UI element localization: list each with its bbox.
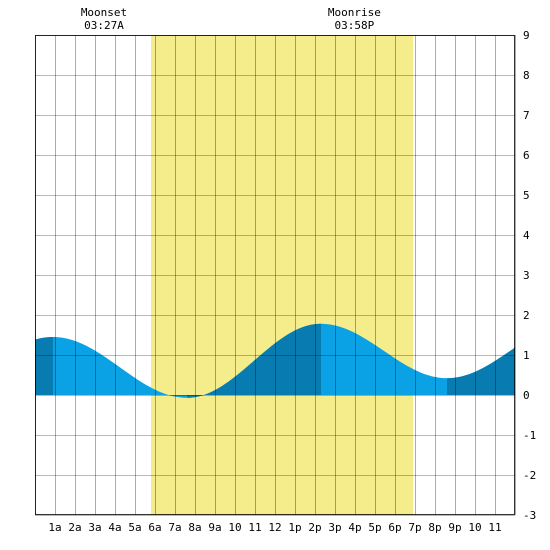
x-tick-label: 10 bbox=[228, 521, 241, 534]
tide-area-rising-2 bbox=[447, 347, 515, 395]
chart-grid bbox=[35, 35, 516, 516]
moon-event-label: Moonrise bbox=[328, 6, 381, 19]
x-tick-label: 7a bbox=[168, 521, 181, 534]
moon-event-time: 03:58P bbox=[335, 19, 375, 32]
tide-area-rising-1 bbox=[187, 323, 321, 398]
daylight-rect bbox=[151, 35, 413, 515]
x-tick-label: 11 bbox=[248, 521, 261, 534]
daylight-band bbox=[151, 35, 413, 515]
plot-border bbox=[35, 35, 515, 515]
x-tick-label: 2a bbox=[68, 521, 81, 534]
x-tick-label: 4p bbox=[348, 521, 361, 534]
y-tick-label: 6 bbox=[523, 149, 530, 162]
y-tick-label: 0 bbox=[523, 389, 530, 402]
x-tick-label: 10 bbox=[468, 521, 481, 534]
x-tick-label: 5a bbox=[128, 521, 141, 534]
x-tick-label: 8a bbox=[188, 521, 201, 534]
x-tick-label: 9a bbox=[208, 521, 221, 534]
y-tick-label: 3 bbox=[523, 269, 530, 282]
y-tick-label: 1 bbox=[523, 349, 530, 362]
x-tick-label: 6p bbox=[388, 521, 401, 534]
y-tick-label: 4 bbox=[523, 229, 530, 242]
x-tick-label: 1a bbox=[48, 521, 61, 534]
x-tick-label: 11 bbox=[488, 521, 501, 534]
y-axis-ticks: 9 8 7 6 5 4 3 2 1 0 -1 -2 -3 bbox=[523, 29, 536, 522]
x-tick-label: 9p bbox=[448, 521, 461, 534]
moon-event-label: Moonset bbox=[81, 6, 127, 19]
y-tick-label: 8 bbox=[523, 69, 530, 82]
x-tick-label: 3a bbox=[88, 521, 101, 534]
y-tick-label: -3 bbox=[523, 509, 536, 522]
y-tick-label: 9 bbox=[523, 29, 530, 42]
x-tick-label: 7p bbox=[408, 521, 421, 534]
x-tick-label: 1p bbox=[288, 521, 301, 534]
x-tick-label: 3p bbox=[328, 521, 341, 534]
tide-area-rising-0 bbox=[35, 337, 53, 395]
y-tick-label: -2 bbox=[523, 469, 536, 482]
x-axis-ticks: 1a 2a 3a 4a 5a 6a 7a 8a 9a 10 11 12 1p 2p 3p 4p 5p 6p 7p 8p… bbox=[48, 521, 501, 534]
x-tick-label: 5p bbox=[368, 521, 381, 534]
x-tick-label: 4a bbox=[108, 521, 121, 534]
y-tick-label: 5 bbox=[523, 189, 530, 202]
moon-event-time: 03:27A bbox=[84, 19, 124, 32]
y-tick-label: 2 bbox=[523, 309, 530, 322]
y-tick-label: 7 bbox=[523, 109, 530, 122]
x-tick-label: 8p bbox=[428, 521, 441, 534]
y-tick-label: -1 bbox=[523, 429, 536, 442]
x-tick-label: 12 bbox=[268, 521, 281, 534]
tide-area bbox=[35, 323, 515, 398]
x-tick-label: 2p bbox=[308, 521, 321, 534]
x-tick-label: 6a bbox=[148, 521, 161, 534]
